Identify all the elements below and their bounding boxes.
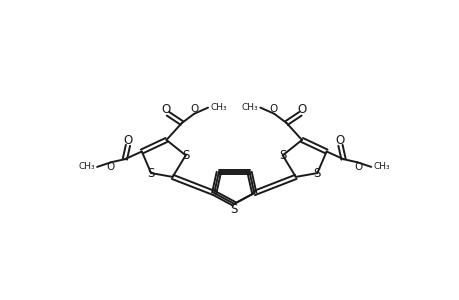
Text: CH₃: CH₃ [78,162,95,171]
Text: O: O [190,104,199,114]
Text: CH₃: CH₃ [210,103,226,112]
Text: CH₃: CH₃ [373,162,389,171]
Text: O: O [123,134,132,147]
Text: O: O [353,162,362,172]
Text: O: O [106,162,114,172]
Text: S: S [279,149,286,162]
Text: S: S [313,167,320,180]
Text: CH₃: CH₃ [241,103,257,112]
Text: S: S [147,167,154,180]
Text: S: S [230,203,237,216]
Text: O: O [269,104,277,114]
Text: O: O [335,134,344,147]
Text: O: O [297,103,306,116]
Text: S: S [182,149,189,162]
Text: O: O [162,103,171,116]
